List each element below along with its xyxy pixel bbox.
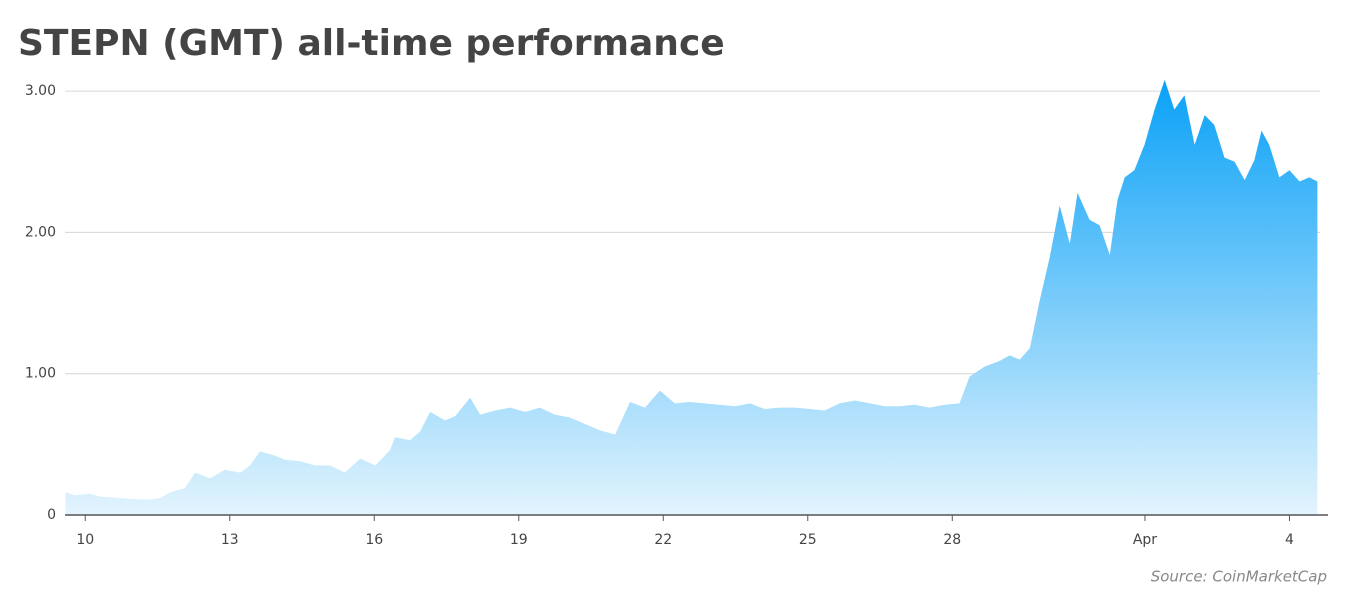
y-tick-label: 1.00 [25,366,56,382]
x-tick-label: 4 [1285,532,1294,548]
y-tick-label: 0 [47,507,56,523]
x-tick-label: 22 [654,532,672,548]
x-tick-label: Apr [1133,532,1157,548]
area [65,79,1318,515]
x-tick-label: 28 [943,532,961,548]
y-tick-label: 2.00 [25,224,56,240]
x-tick-label: 10 [76,532,94,548]
y-tick-label: 3.00 [25,83,56,99]
x-tick-label: 19 [510,532,528,548]
x-tick-label: 13 [221,532,239,548]
x-tick-label: 25 [799,532,817,548]
x-tick-label: 16 [365,532,383,548]
chart-title: STEPN (GMT) all-time performance [18,23,725,64]
source-note: Source: CoinMarketCap [1151,568,1327,586]
